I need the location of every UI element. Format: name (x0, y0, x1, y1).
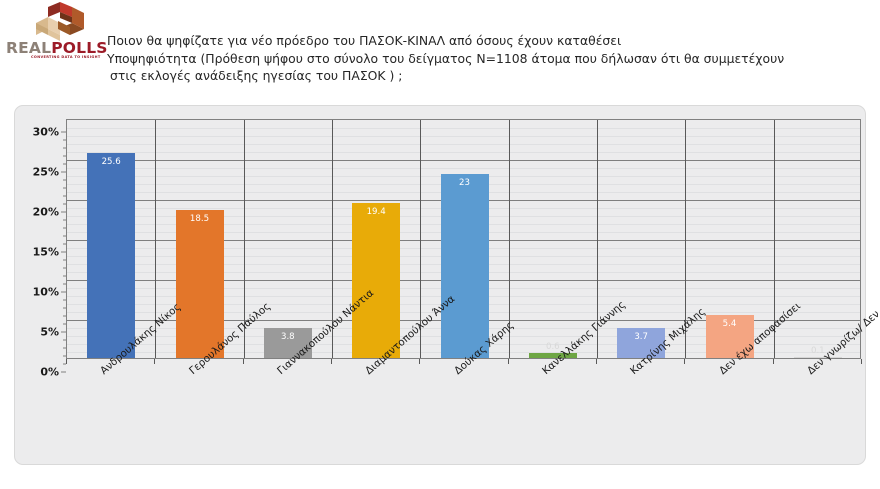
bar[interactable]: 0.6 (528, 342, 577, 358)
y-tick-major (61, 291, 66, 293)
minor-gridline (67, 144, 860, 145)
bar[interactable]: 18.5 (175, 210, 224, 358)
y-tick-minor (62, 227, 66, 229)
y-tick-minor (62, 347, 66, 349)
x-tick (684, 359, 686, 364)
bar[interactable]: 23 (440, 174, 489, 358)
y-tick-minor (62, 243, 66, 245)
y-tick-label: 15% (32, 245, 59, 259)
y-tick-major (61, 331, 66, 333)
category-separator (420, 120, 422, 358)
y-tick-minor (62, 275, 66, 277)
x-tick (154, 359, 156, 364)
brand-name-part2: POLLS (51, 39, 108, 57)
y-tick-minor (62, 299, 66, 301)
bar[interactable]: 19.4 (352, 202, 401, 358)
y-tick-minor (62, 315, 66, 317)
y-tick-minor (62, 283, 66, 285)
y-tick-label: 0% (40, 365, 59, 379)
y-tick-major (61, 171, 66, 173)
x-tick (331, 359, 332, 364)
x-tick (596, 359, 597, 364)
bar[interactable]: 3.8 (263, 327, 312, 358)
minor-gridline (67, 128, 860, 129)
x-axis-ticks (66, 359, 862, 365)
bar[interactable]: 3.7 (617, 328, 666, 358)
y-tick-minor (62, 179, 66, 181)
bar[interactable]: 0.1 (793, 346, 842, 358)
brand-name-part1: REAL (6, 39, 52, 57)
y-tick-minor (62, 187, 66, 189)
title-line-3: στις εκλογές ανάδειξης ηγεσίας του ΠΑΣΟΚ… (110, 68, 403, 83)
x-tick (419, 359, 421, 364)
x-tick (507, 359, 509, 364)
y-tick-minor (62, 323, 66, 325)
minor-gridline (67, 136, 860, 137)
header: REALPOLLS CONVERTING DATA TO INSIGHT Ποι… (0, 0, 880, 100)
cube-logo-icon (36, 2, 84, 41)
x-tick (861, 359, 862, 364)
y-tick-minor (62, 195, 66, 197)
y-tick-minor (62, 147, 66, 149)
category-separator (155, 120, 157, 358)
y-tick-label: 10% (32, 285, 59, 299)
bar-value-label: 0.1 (810, 345, 825, 356)
y-tick-minor (62, 155, 66, 157)
category-separator (332, 120, 333, 358)
bar-value-label: 18.5 (189, 214, 210, 224)
bar-value-label: 25.6 (101, 157, 121, 168)
x-tick (772, 359, 774, 364)
y-tick-label: 5% (40, 325, 59, 339)
y-axis: 0% 5% 10% 15% 20% 25% 30% (15, 119, 66, 379)
brand-wordmark: REALPOLLS (6, 39, 107, 57)
bar-value-label: 0.6 (545, 342, 560, 353)
category-separator (773, 120, 775, 358)
bar-value-label: 23 (459, 178, 470, 188)
category-separator (685, 120, 687, 358)
y-tick-label: 30% (32, 125, 59, 139)
bar[interactable]: 5.4 (705, 314, 754, 358)
y-tick-label: 20% (32, 205, 59, 219)
x-tick (66, 359, 67, 364)
y-tick-minor (62, 259, 66, 261)
minor-gridline (67, 168, 860, 169)
y-tick-minor (62, 235, 66, 237)
y-tick-label: 25% (32, 165, 59, 179)
chart-panel: 0% 5% 10% 15% 20% 25% 30% 25.6 18.5 3.8 19.4 23 0.6… (14, 105, 880, 465)
plot-area: 25.6 18.5 3.8 19.4 23 0.6 3.7 5.4 0.1 (66, 119, 861, 359)
category-separator (508, 120, 510, 358)
bar-value-label: 3.8 (280, 331, 295, 342)
brand-tagline: CONVERTING DATA TO INSIGHT (31, 55, 101, 60)
bar-value-label: 19.4 (366, 206, 386, 217)
x-axis-labels: Ανδρουλάκης Νίκος Γερουλάνος Παύλος Γιαννα… (66, 279, 880, 462)
y-tick-major (61, 211, 66, 213)
y-tick-minor (62, 307, 66, 309)
brand-logo: REALPOLLS CONVERTING DATA TO INSIGHT (6, 2, 107, 60)
y-tick-minor (62, 355, 66, 357)
y-tick-major (61, 131, 66, 133)
y-tick-major (61, 251, 66, 253)
bar-value-label: 3.7 (634, 332, 648, 343)
bar[interactable]: 25.6 (87, 153, 136, 358)
y-tick-minor (62, 139, 66, 141)
title-line-1: Ποιον θα ψηφίζατε για νέο πρόεδρο του ΠΑ… (107, 33, 622, 48)
y-tick-minor (62, 363, 66, 365)
category-separator (597, 120, 598, 358)
y-tick-minor (62, 267, 66, 269)
minor-gridline (67, 152, 860, 153)
y-tick-minor (62, 163, 66, 165)
y-tick-minor (62, 339, 66, 341)
page-title: Ποιον θα ψηφίζατε για νέο πρόεδρο του ΠΑ… (107, 32, 867, 85)
x-tick (242, 359, 244, 364)
y-tick-minor (62, 219, 66, 221)
y-tick-major (61, 371, 66, 373)
y-tick-minor (62, 203, 66, 205)
bar-value-label: 5.4 (722, 318, 737, 329)
title-line-2: Υποψηφιότητα (Πρόθεση ψήφου στο σύνολο τ… (107, 50, 785, 66)
major-gridline (67, 160, 860, 161)
category-separator (243, 120, 245, 358)
